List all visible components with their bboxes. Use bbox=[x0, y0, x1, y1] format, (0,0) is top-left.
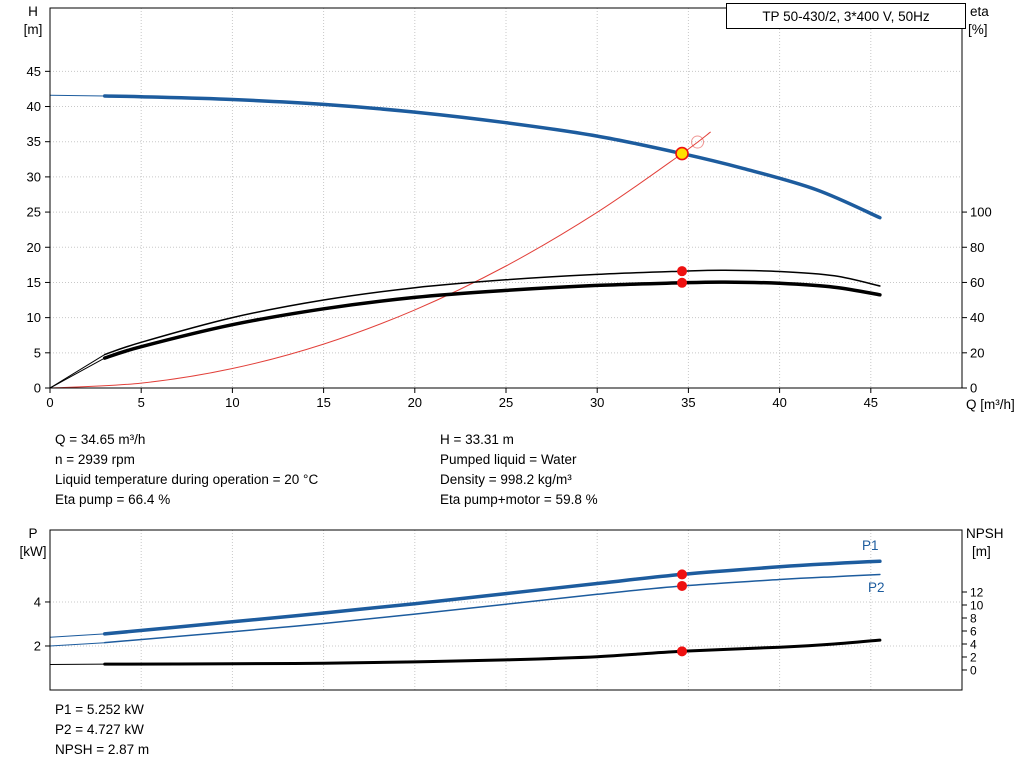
eta-pump-point bbox=[677, 266, 688, 277]
head-axis-name: H bbox=[28, 4, 38, 19]
npsh-axis-name: NPSH bbox=[966, 526, 1004, 541]
info-npsh: NPSH = 2.87 m bbox=[55, 742, 150, 757]
svg-text:35: 35 bbox=[27, 134, 41, 149]
info-pumped-liquid: Pumped liquid = Water bbox=[440, 452, 577, 467]
head-axis-unit: [m] bbox=[23, 22, 43, 37]
svg-text:40: 40 bbox=[772, 395, 786, 410]
info-speed: n = 2939 rpm bbox=[55, 452, 135, 467]
info-liquid-temp: Liquid temperature during operation = 20… bbox=[55, 472, 319, 487]
info-eta-pump: Eta pump = 66.4 % bbox=[55, 492, 171, 507]
info-eta-pump-motor: Eta pump+motor = 59.8 % bbox=[440, 492, 598, 507]
result-text-right: H = 33.31 m Pumped liquid = Water Densit… bbox=[440, 430, 598, 510]
svg-text:2: 2 bbox=[970, 650, 977, 664]
info-q: Q = 34.65 m³/h bbox=[55, 432, 146, 447]
result-text-left: Q = 34.65 m³/h n = 2939 rpm Liquid tempe… bbox=[55, 430, 318, 510]
svg-text:5: 5 bbox=[34, 345, 41, 360]
svg-text:10: 10 bbox=[27, 310, 41, 325]
svg-text:30: 30 bbox=[590, 395, 604, 410]
info-h: H = 33.31 m bbox=[440, 432, 514, 447]
svg-text:25: 25 bbox=[27, 205, 41, 220]
svg-text:100: 100 bbox=[970, 205, 992, 220]
svg-text:45: 45 bbox=[27, 64, 41, 79]
eta-axis-unit: [%] bbox=[968, 22, 988, 37]
flow-axis-label: Q [m³/h] bbox=[966, 397, 1015, 412]
p2-curve bbox=[103, 573, 881, 644]
npsh-point bbox=[677, 646, 688, 657]
p1-point bbox=[677, 569, 688, 580]
info-p2: P2 = 4.727 kW bbox=[55, 722, 144, 737]
eta-pump-motor-curve bbox=[102, 280, 882, 360]
svg-text:0: 0 bbox=[970, 663, 977, 677]
svg-text:6: 6 bbox=[970, 624, 977, 638]
svg-text:20: 20 bbox=[970, 345, 984, 360]
p1-series-label: P1 bbox=[862, 538, 879, 553]
head-curve bbox=[102, 94, 882, 220]
requested-duty-point bbox=[691, 135, 705, 149]
svg-text:20: 20 bbox=[408, 395, 422, 410]
svg-text:15: 15 bbox=[27, 275, 41, 290]
svg-text:80: 80 bbox=[970, 240, 984, 255]
svg-text:0: 0 bbox=[34, 381, 41, 396]
pump-title: TP 50-430/2, 3*400 V, 50Hz bbox=[762, 8, 930, 24]
svg-text:10: 10 bbox=[225, 395, 239, 410]
svg-text:15: 15 bbox=[316, 395, 330, 410]
duty-point[interactable] bbox=[675, 146, 689, 161]
svg-text:12: 12 bbox=[970, 585, 984, 599]
result-text-power: P1 = 5.252 kW P2 = 4.727 kW NPSH = 2.87 … bbox=[55, 700, 149, 760]
svg-text:35: 35 bbox=[681, 395, 695, 410]
svg-text:10: 10 bbox=[970, 598, 984, 612]
svg-text:4: 4 bbox=[34, 594, 41, 609]
npsh-axis-unit: [m] bbox=[972, 544, 991, 559]
top-chart: 0 5 10 15 20 25 30 35 40 45 0 20 40 60 80 100 0 5 10 15 20 25… bbox=[27, 7, 992, 410]
system-curve bbox=[49, 131, 711, 389]
svg-text:40: 40 bbox=[970, 310, 984, 325]
svg-text:25: 25 bbox=[499, 395, 513, 410]
p1-curve bbox=[102, 559, 882, 636]
svg-text:20: 20 bbox=[27, 240, 41, 255]
svg-text:4: 4 bbox=[970, 637, 977, 651]
svg-text:60: 60 bbox=[970, 275, 984, 290]
svg-text:8: 8 bbox=[970, 611, 977, 625]
svg-text:30: 30 bbox=[27, 169, 41, 184]
svg-text:5: 5 bbox=[138, 395, 145, 410]
svg-text:0: 0 bbox=[970, 381, 977, 396]
eta-axis-name: eta bbox=[970, 4, 989, 19]
svg-text:0: 0 bbox=[46, 395, 53, 410]
info-p1: P1 = 5.252 kW bbox=[55, 702, 144, 717]
info-density: Density = 998.2 kg/m³ bbox=[440, 472, 572, 487]
svg-text:2: 2 bbox=[34, 638, 41, 653]
npsh-curve bbox=[103, 638, 882, 666]
p2-point bbox=[677, 580, 688, 591]
eta-pump-motor-point bbox=[677, 277, 688, 288]
power-axis-name: P bbox=[28, 526, 38, 541]
svg-text:45: 45 bbox=[864, 395, 878, 410]
svg-text:40: 40 bbox=[27, 99, 41, 114]
eta-pump-curve bbox=[103, 269, 881, 356]
p2-series-label: P2 bbox=[868, 580, 885, 595]
pump-title-box: TP 50-430/2, 3*400 V, 50Hz bbox=[726, 3, 966, 29]
power-axis-unit: [kW] bbox=[19, 544, 47, 559]
